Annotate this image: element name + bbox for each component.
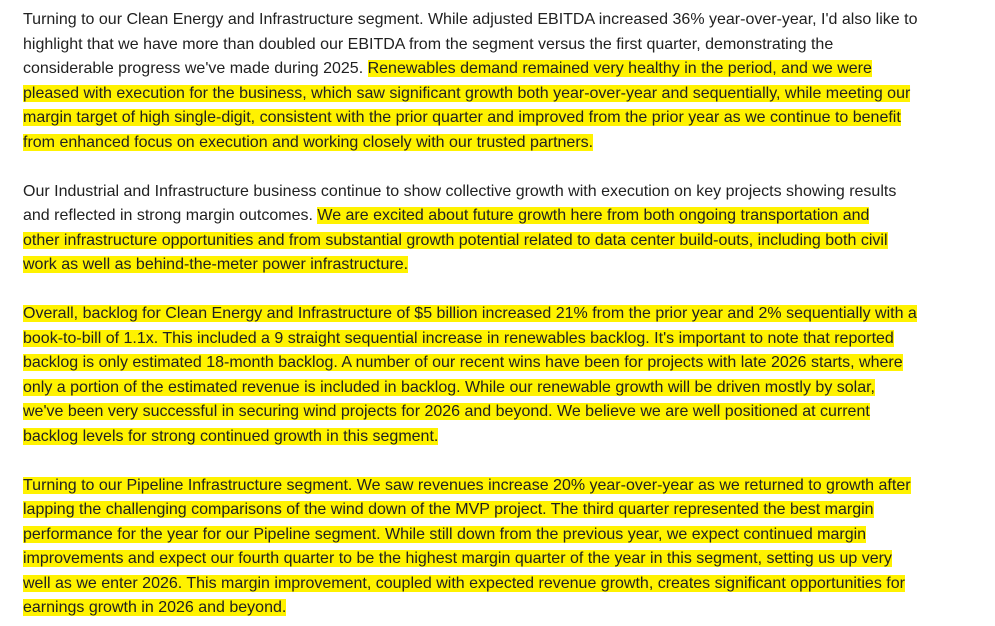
text: highlight that we have more than doubled… bbox=[23, 35, 834, 53]
highlighted-text: other infrastructure opportunities and f… bbox=[23, 231, 888, 249]
highlighted-text: pleased with execution for the business,… bbox=[23, 84, 911, 102]
text-line: improvements and expect our fourth quart… bbox=[23, 547, 972, 572]
paragraph: Turning to our Pipeline Infrastructure s… bbox=[23, 474, 972, 621]
text: considerable progress we've made during … bbox=[23, 60, 368, 77]
highlighted-text: only a portion of the estimated revenue … bbox=[23, 378, 875, 396]
text-line: book-to-bill of 1.1x. This included a 9 … bbox=[23, 327, 972, 352]
text-line: from enhanced focus on execution and wor… bbox=[23, 131, 972, 156]
text-line: only a portion of the estimated revenue … bbox=[23, 376, 972, 401]
text-line: other infrastructure opportunities and f… bbox=[23, 229, 972, 254]
highlighted-text: margin target of high single-digit, cons… bbox=[23, 109, 901, 126]
text: and reflected in strong margin outcomes. bbox=[23, 207, 318, 224]
text-line: Our Industrial and Infrastructure busine… bbox=[23, 180, 972, 205]
highlighted-text: we've been very successful in securing w… bbox=[23, 403, 870, 420]
highlighted-text: earnings growth in 2026 and beyond. bbox=[23, 599, 287, 616]
highlighted-text: Overall, backlog for Clean Energy and In… bbox=[23, 305, 917, 322]
highlighted-text: book-to-bill of 1.1x. This included a 9 … bbox=[23, 329, 894, 347]
paragraph: Turning to our Clean Energy and Infrastr… bbox=[23, 8, 972, 155]
text-line: well as we enter 2026. This margin impro… bbox=[23, 572, 972, 597]
text: Our Industrial and Infrastructure busine… bbox=[23, 182, 897, 200]
highlighted-text: backlog levels for strong continued grow… bbox=[23, 427, 439, 445]
text: Turning to our Clean Energy and Infrastr… bbox=[23, 11, 918, 28]
highlighted-text: performance for the year for our Pipelin… bbox=[23, 525, 867, 543]
text-line: and reflected in strong margin outcomes.… bbox=[23, 204, 972, 229]
paragraph: Overall, backlog for Clean Energy and In… bbox=[23, 302, 972, 449]
text-line: earnings growth in 2026 and beyond. bbox=[23, 596, 972, 621]
highlighted-text: well as we enter 2026. This margin impro… bbox=[23, 574, 905, 592]
highlighted-text: Renewables demand remained very healthy … bbox=[367, 60, 872, 77]
text-line: pleased with execution for the business,… bbox=[23, 82, 972, 107]
text-line: Turning to our Pipeline Infrastructure s… bbox=[23, 474, 972, 499]
text-line: performance for the year for our Pipelin… bbox=[23, 523, 972, 548]
highlighted-text: improvements and expect our fourth quart… bbox=[23, 550, 892, 567]
paragraph: Our Industrial and Infrastructure busine… bbox=[23, 180, 972, 278]
text-line: backlog levels for strong continued grow… bbox=[23, 425, 972, 450]
highlighted-text: backlog is only estimated 18-month backl… bbox=[23, 354, 903, 371]
text-line: work as well as behind-the-meter power i… bbox=[23, 253, 972, 278]
text-line: we've been very successful in securing w… bbox=[23, 400, 972, 425]
text-line: lapping the challenging comparisons of t… bbox=[23, 498, 972, 523]
highlighted-text: Turning to our Pipeline Infrastructure s… bbox=[23, 476, 911, 494]
highlighted-text: work as well as behind-the-meter power i… bbox=[23, 256, 409, 273]
text-line: backlog is only estimated 18-month backl… bbox=[23, 351, 972, 376]
highlighted-text: lapping the challenging comparisons of t… bbox=[23, 501, 874, 518]
highlighted-text: from enhanced focus on execution and wor… bbox=[23, 133, 594, 151]
document: Turning to our Clean Energy and Infrastr… bbox=[23, 8, 972, 621]
text-line: margin target of high single-digit, cons… bbox=[23, 106, 972, 131]
text-line: considerable progress we've made during … bbox=[23, 57, 972, 82]
text-line: Overall, backlog for Clean Energy and In… bbox=[23, 302, 972, 327]
text-line: Turning to our Clean Energy and Infrastr… bbox=[23, 8, 972, 33]
highlighted-text: We are excited about future growth here … bbox=[317, 207, 870, 224]
text-line: highlight that we have more than doubled… bbox=[23, 33, 972, 58]
